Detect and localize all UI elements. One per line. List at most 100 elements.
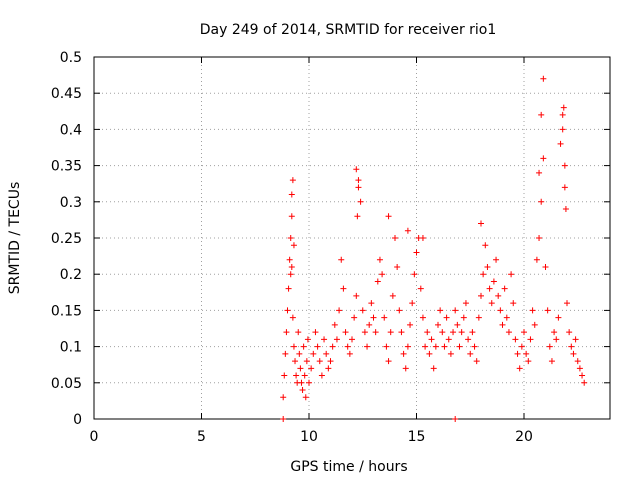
y-axis-label: SRMTID / TECUs [7, 182, 23, 295]
plot-frame [93, 56, 611, 420]
data-point [439, 329, 446, 336]
data-point [559, 111, 566, 118]
data-point [310, 350, 317, 357]
data-point [529, 307, 536, 314]
data-point [548, 358, 555, 365]
data-point [536, 235, 543, 241]
data-point [441, 343, 448, 350]
data-point [353, 166, 360, 173]
x-tick-label: 15 [408, 429, 426, 445]
data-point [413, 249, 420, 256]
data-point [422, 343, 429, 350]
y-tick-label: 0.2 [60, 267, 82, 283]
data-point [460, 314, 467, 321]
data-point [581, 379, 588, 386]
data-point [361, 329, 368, 336]
data-point [521, 329, 527, 336]
data-point [482, 242, 489, 249]
data-point [490, 278, 497, 285]
data-point [288, 263, 295, 270]
data-point [394, 263, 401, 270]
data-point [389, 292, 396, 299]
data-point [338, 256, 345, 263]
data-point [551, 329, 558, 336]
data-point [540, 75, 547, 82]
x-tick-label: 10 [300, 429, 318, 445]
x-tick-label: 20 [515, 429, 533, 445]
data-point [458, 329, 465, 336]
data-point [288, 191, 295, 198]
data-point [304, 336, 311, 343]
data-point [546, 343, 553, 350]
data-point [346, 350, 353, 357]
data-point [290, 343, 297, 350]
data-point [473, 358, 480, 365]
data-point [450, 329, 457, 336]
data-point [419, 314, 426, 321]
data-point [355, 184, 362, 191]
data-point [480, 271, 487, 278]
data-point [508, 271, 515, 278]
data-point [443, 314, 450, 321]
data-points [280, 75, 588, 422]
data-point [342, 329, 349, 336]
data-point [385, 358, 392, 365]
data-point [544, 307, 551, 314]
data-point [553, 336, 560, 343]
data-point [325, 365, 332, 372]
data-point [454, 321, 461, 328]
data-point [572, 336, 579, 343]
data-point [300, 343, 307, 350]
data-point [407, 321, 414, 328]
data-point [499, 321, 506, 328]
data-point [355, 177, 362, 184]
data-point [364, 343, 371, 350]
data-point [349, 336, 355, 343]
data-point [478, 292, 484, 299]
data-point [435, 321, 441, 328]
data-point [404, 227, 411, 234]
data-point [452, 416, 459, 422]
data-point [501, 285, 508, 292]
data-point [495, 292, 502, 299]
data-point [376, 256, 383, 263]
data-point [289, 314, 296, 321]
data-point [402, 365, 409, 372]
data-point [292, 358, 299, 365]
y-tick-label: 0.4 [60, 122, 82, 138]
y-tick-label: 0.45 [51, 86, 82, 102]
y-tick-label: 0 [73, 412, 82, 428]
data-point [318, 372, 325, 379]
data-point [400, 350, 407, 357]
data-point [568, 343, 575, 350]
y-tick-label: 0.3 [60, 195, 82, 211]
data-point [323, 350, 330, 357]
data-point [467, 350, 474, 357]
data-point [374, 278, 381, 285]
data-point [286, 256, 293, 263]
data-point [340, 285, 347, 292]
data-point [469, 329, 476, 336]
x-tick-label: 5 [197, 429, 206, 445]
data-point [379, 271, 386, 278]
data-point [299, 387, 306, 394]
data-point [409, 300, 416, 307]
data-point [368, 300, 375, 307]
data-point [289, 177, 296, 184]
y-tick-label: 0.5 [60, 50, 82, 66]
data-point [512, 336, 519, 343]
data-point [560, 104, 567, 111]
data-point [488, 300, 495, 307]
data-point [296, 350, 303, 357]
data-point [557, 140, 564, 147]
data-point [542, 263, 549, 270]
data-point [344, 343, 351, 350]
data-point [331, 321, 338, 328]
data-point [353, 292, 360, 299]
data-point [486, 285, 493, 292]
data-point [295, 329, 302, 336]
data-point [574, 358, 581, 365]
data-point [383, 343, 390, 350]
data-point [336, 307, 343, 314]
data-point [564, 300, 570, 307]
